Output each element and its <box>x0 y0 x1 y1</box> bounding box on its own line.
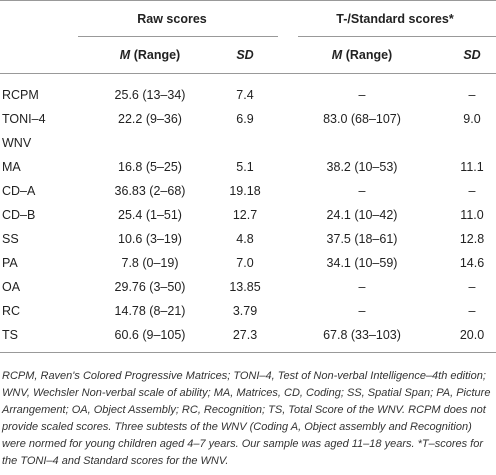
cell: 7.0 <box>236 256 254 270</box>
row-label: CD–B <box>2 208 36 222</box>
header-rule <box>0 73 496 74</box>
cell: 24.1 (10–42) <box>326 208 398 222</box>
cell: – <box>468 280 476 294</box>
cell: 11.0 <box>460 208 484 222</box>
footnote: RCPM, Raven's Colored Progressive Matric… <box>2 370 491 467</box>
cell: 7.8 (0–19) <box>121 256 179 270</box>
cell: – <box>358 280 366 294</box>
cell: 60.6 (9–105) <box>114 328 186 342</box>
row-label: TONI–4 <box>2 112 46 126</box>
header-symbol: M <box>331 48 343 62</box>
cell: 67.8 (33–103) <box>323 328 401 342</box>
row-label: PA <box>2 256 18 270</box>
header-label: (Range) <box>345 48 393 62</box>
top-rule <box>0 0 496 1</box>
cell: 10.6 (3–19) <box>118 232 182 246</box>
cell: 22.2 (9–36) <box>118 112 182 126</box>
cell: 14.78 (8–21) <box>114 304 186 318</box>
column-header: SD <box>236 48 253 62</box>
column-header: M (Range) <box>120 48 180 62</box>
group-rule <box>298 36 496 37</box>
header-symbol: SD <box>236 48 254 62</box>
group-header: Raw scores <box>137 12 207 26</box>
cell: – <box>358 88 366 102</box>
cell: 6.9 <box>236 112 254 126</box>
cell: 25.6 (13–34) <box>114 88 186 102</box>
cell: 11.1 <box>460 160 484 174</box>
header-symbol: SD <box>463 48 481 62</box>
cell: 5.1 <box>236 160 254 174</box>
cell: 14.6 <box>459 256 485 270</box>
cell: 12.8 <box>459 232 485 246</box>
row-label: MA <box>2 160 21 174</box>
cell: 13.85 <box>229 280 261 294</box>
cell: 19.18 <box>229 184 261 198</box>
cell: 37.5 (18–61) <box>326 232 398 246</box>
row-label: WNV <box>2 136 32 150</box>
group-header: T-/Standard scores* <box>336 12 454 26</box>
cell: 29.76 (3–50) <box>114 280 186 294</box>
cell: 83.0 (68–107) <box>323 112 401 126</box>
column-header: SD <box>463 48 480 62</box>
column-header: M (Range) <box>332 48 392 62</box>
cell: 34.1 (10–59) <box>326 256 398 270</box>
row-label: TS <box>2 328 18 342</box>
cell: 20.0 <box>459 328 485 342</box>
row-label: RCPM <box>2 88 39 102</box>
cell: – <box>468 184 476 198</box>
cell: 4.8 <box>236 232 254 246</box>
cell: – <box>358 184 366 198</box>
cell: – <box>358 304 366 318</box>
cell: 9.0 <box>463 112 481 126</box>
group-rule <box>78 36 278 37</box>
row-label: CD–A <box>2 184 36 198</box>
cell: 36.83 (2–68) <box>114 184 186 198</box>
row-label: SS <box>2 232 19 246</box>
cell: 7.4 <box>236 88 254 102</box>
cell: 16.8 (5–25) <box>118 160 182 174</box>
row-label: RC <box>2 304 21 318</box>
header-symbol: M <box>119 48 131 62</box>
header-label: (Range) <box>133 48 181 62</box>
cell: 38.2 (10–53) <box>326 160 398 174</box>
row-label: OA <box>2 280 21 294</box>
cell: 3.79 <box>232 304 258 318</box>
cell: – <box>468 88 476 102</box>
bottom-rule <box>0 352 496 353</box>
cell: 25.4 (1–51) <box>118 208 182 222</box>
cell: 27.3 <box>232 328 258 342</box>
cell: – <box>468 304 476 318</box>
cell: 12.7 <box>232 208 258 222</box>
